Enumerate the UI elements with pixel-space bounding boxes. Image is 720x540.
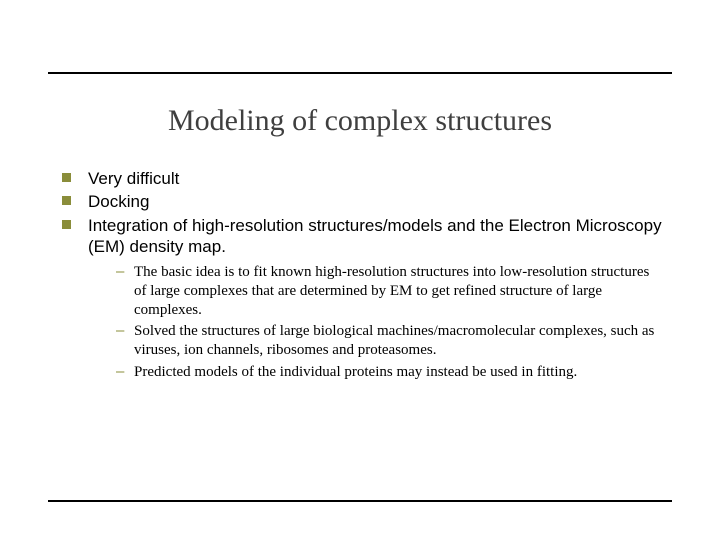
dash-bullet-icon: – [116,363,124,382]
list-item: Docking [60,191,664,212]
top-horizontal-rule [48,72,672,74]
list-item: Integration of high-resolution structure… [60,215,664,258]
square-bullet-icon [62,196,71,205]
sub-bullet-text: Solved the structures of large biologica… [134,323,654,358]
bottom-horizontal-rule [48,500,672,502]
sub-bullet-text: The basic idea is to fit known high-reso… [134,264,649,318]
dash-bullet-icon: – [116,263,124,282]
bullet-text: Integration of high-resolution structure… [88,216,662,256]
bullet-text: Very difficult [88,169,179,188]
square-bullet-icon [62,220,71,229]
sub-bullet-text: Predicted models of the individual prote… [134,364,577,380]
list-item: – Predicted models of the individual pro… [116,363,664,382]
square-bullet-icon [62,173,71,182]
dash-bullet-icon: – [116,322,124,341]
list-item: Very difficult [60,168,664,189]
sub-bullet-list: – The basic idea is to fit known high-re… [116,263,664,382]
list-item: – The basic idea is to fit known high-re… [116,263,664,319]
slide-title: Modeling of complex structures [0,104,720,138]
slide-body: Very difficult Docking Integration of hi… [60,168,664,385]
bullet-text: Docking [88,192,149,211]
bullet-list: Very difficult Docking Integration of hi… [60,168,664,257]
list-item: – Solved the structures of large biologi… [116,322,664,360]
